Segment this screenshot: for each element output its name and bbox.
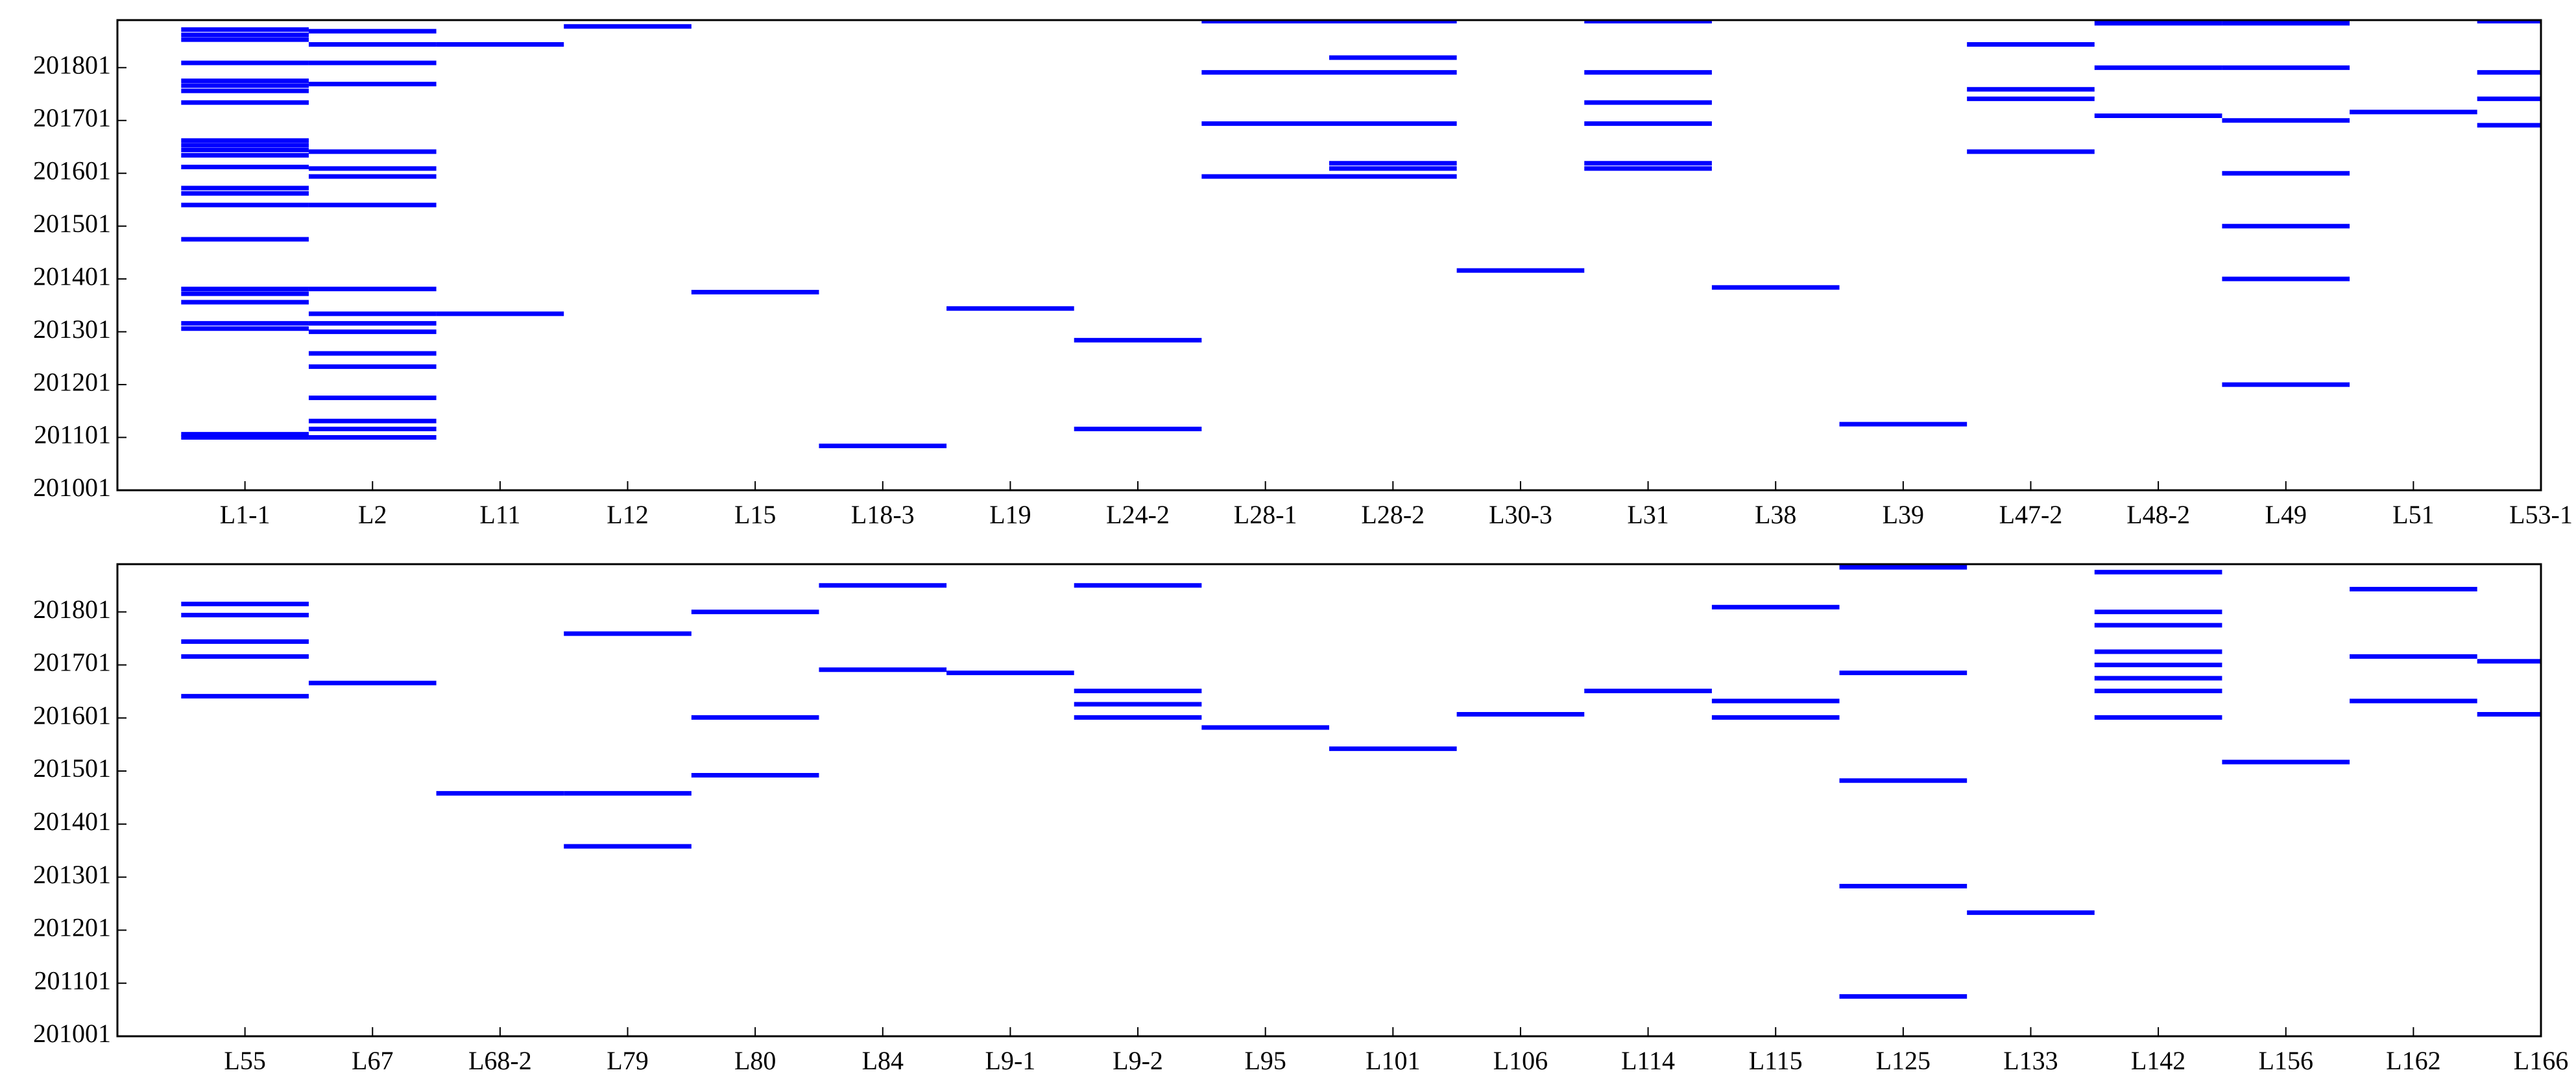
x-tick-label: L28-1	[1234, 500, 1297, 529]
x-tick-label: L142	[2131, 1046, 2185, 1075]
x-tick-label: L53-1	[2509, 500, 2573, 529]
x-tick-label: L166	[2514, 1046, 2568, 1075]
y-tick-label: 201001	[33, 1019, 111, 1048]
x-tick-label: L49	[2265, 500, 2307, 529]
y-tick-label: 201201	[33, 367, 111, 396]
x-tick-label: L9-2	[1113, 1046, 1163, 1075]
x-tick-label: L18-3	[851, 500, 915, 529]
x-tick-label: L28-2	[1361, 500, 1425, 529]
x-tick-label: L15	[734, 500, 776, 529]
x-tick-label: L114	[1621, 1046, 1675, 1075]
y-tick-label: 201501	[33, 754, 111, 783]
x-tick-label: L68-2	[468, 1046, 532, 1075]
y-tick-label: 201601	[33, 156, 111, 185]
panel: 201001 201101 201201 201301 201401 201501 2016…	[33, 563, 2568, 1075]
x-tick-label: L47-2	[1999, 500, 2063, 529]
x-tick-label: L38	[1755, 500, 1796, 529]
x-tick-label: L11	[479, 500, 520, 529]
x-tick-label: L9-1	[985, 1046, 1036, 1075]
x-tick-label: L84	[862, 1046, 904, 1075]
y-tick-label: 201801	[33, 595, 111, 624]
y-tick-label: 201501	[33, 209, 111, 238]
x-tick-label: L48-2	[2126, 500, 2190, 529]
y-tick-label: 201701	[33, 648, 111, 677]
panel: 201001 201101 201201 201301 201401 201501 2016…	[33, 19, 2573, 529]
x-tick-label: L101	[1366, 1046, 1420, 1075]
y-tick-label: 201601	[33, 700, 111, 730]
x-tick-label: L30-3	[1489, 500, 1552, 529]
x-tick-label: L55	[224, 1046, 265, 1075]
x-tick-label: L24-2	[1106, 500, 1170, 529]
y-tick-label: 201301	[33, 860, 111, 889]
x-tick-label: L1-1	[220, 500, 271, 529]
y-tick-label: 201701	[33, 103, 111, 132]
x-tick-label: L51	[2392, 500, 2434, 529]
y-tick-label: 201101	[34, 966, 111, 995]
y-tick-label: 201001	[33, 473, 111, 502]
x-tick-label: L115	[1749, 1046, 1803, 1075]
x-tick-label: L95	[1244, 1046, 1286, 1075]
plot-frame	[116, 19, 2542, 492]
x-tick-label: L125	[1876, 1046, 1931, 1075]
x-tick-label: L79	[607, 1046, 648, 1075]
x-tick-label: L12	[607, 500, 648, 529]
x-tick-label: L162	[2386, 1046, 2440, 1075]
plot-frame	[116, 563, 2542, 1038]
y-tick-label: 201401	[33, 261, 111, 291]
x-tick-label: L106	[1493, 1046, 1548, 1075]
x-tick-label: L19	[989, 500, 1031, 529]
x-tick-label: L39	[1883, 500, 1924, 529]
y-tick-label: 201401	[33, 807, 111, 836]
x-tick-label: L80	[734, 1046, 776, 1075]
x-tick-label: L156	[2259, 1046, 2313, 1075]
x-tick-label: L31	[1627, 500, 1668, 529]
marks	[181, 20, 2541, 449]
y-tick-label: 201201	[33, 913, 111, 942]
x-tick-label: L67	[352, 1046, 393, 1075]
marks	[181, 565, 2541, 999]
x-tick-label: L2	[358, 500, 387, 529]
y-tick-label: 201801	[33, 50, 111, 79]
y-tick-label: 201101	[34, 420, 111, 449]
y-tick-label: 201301	[33, 315, 111, 344]
x-tick-label: L133	[2003, 1046, 2058, 1075]
